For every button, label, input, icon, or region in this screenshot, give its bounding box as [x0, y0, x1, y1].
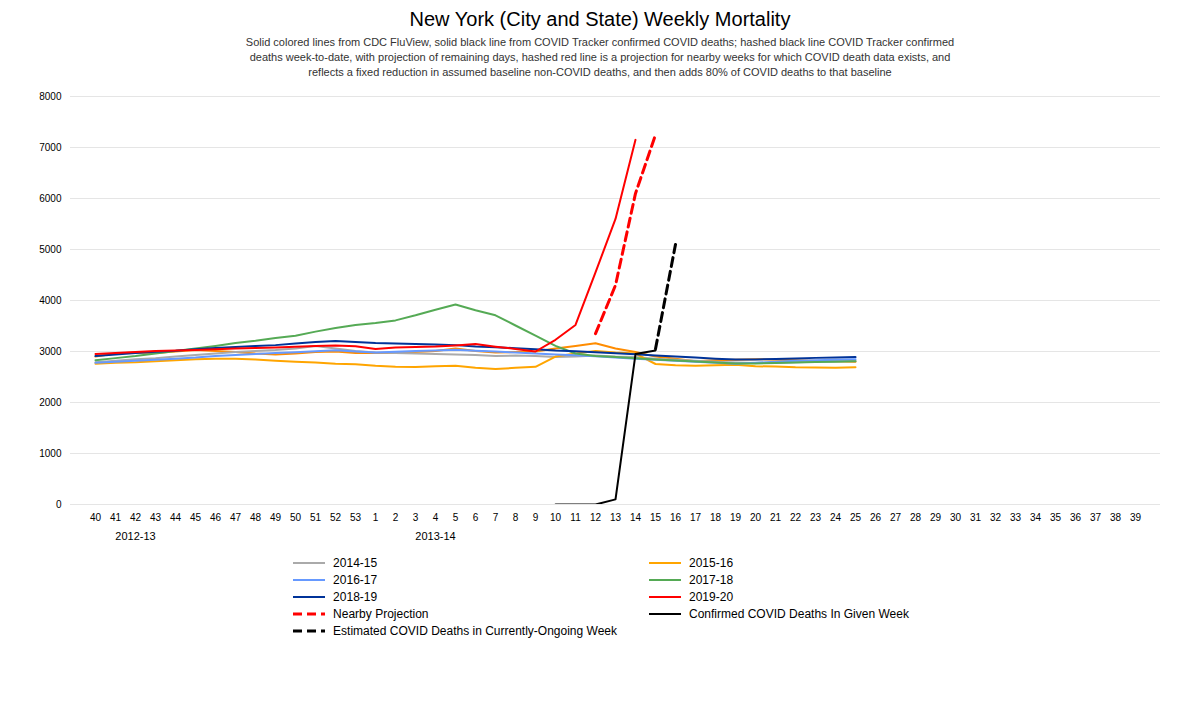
svg-text:23: 23: [810, 511, 822, 522]
svg-text:2012-13: 2012-13: [115, 530, 155, 542]
svg-text:30: 30: [950, 511, 962, 522]
svg-text:7: 7: [493, 511, 499, 522]
svg-text:50: 50: [290, 511, 302, 522]
html-text:Confirmed COVID Deaths In Give: Confirmed COVID Deaths In Given Week: [689, 606, 909, 621]
svg-text:6: 6: [473, 511, 479, 522]
svg-text:15: 15: [650, 511, 662, 522]
svg-text:7000: 7000: [39, 141, 62, 152]
svg-text:40: 40: [90, 511, 102, 522]
svg-text:4: 4: [433, 511, 439, 522]
svg-text:3000: 3000: [39, 345, 62, 356]
svg-text:20: 20: [750, 511, 762, 522]
svg-text:1: 1: [373, 511, 379, 522]
svg-text:53: 53: [350, 511, 362, 522]
svg-text:6000: 6000: [39, 192, 62, 203]
svg-text:22: 22: [790, 511, 802, 522]
svg-text:2013-14: 2013-14: [415, 530, 455, 542]
svg-text:21: 21: [770, 511, 782, 522]
html-text:2014-15: 2014-15: [333, 555, 378, 570]
html-text:2016-17: 2016-17: [333, 572, 378, 587]
svg-text:12: 12: [590, 511, 602, 522]
svg-text:49: 49: [270, 511, 282, 522]
svg-text:33: 33: [1010, 511, 1022, 522]
svg-text:2: 2: [393, 511, 399, 522]
svg-text:43: 43: [150, 511, 162, 522]
svg-text:0: 0: [56, 498, 62, 509]
svg-text:25: 25: [850, 511, 862, 522]
svg-text:18: 18: [710, 511, 722, 522]
html-text:Solid colored lines from CDC F: Solid colored lines from CDC FluView, so…: [245, 36, 955, 78]
svg-text:41: 41: [110, 511, 122, 522]
svg-text:5000: 5000: [39, 243, 62, 254]
html-text:2019-20: 2019-20: [689, 589, 734, 604]
svg-text:27: 27: [890, 511, 902, 522]
svg-text:34: 34: [1030, 511, 1042, 522]
svg-text:24: 24: [830, 511, 842, 522]
svg-text:46: 46: [210, 511, 222, 522]
svg-text:16: 16: [670, 511, 682, 522]
svg-text:10: 10: [550, 511, 562, 522]
html-text:2018-19: 2018-19: [333, 589, 378, 604]
svg-text:29: 29: [930, 511, 942, 522]
svg-text:14: 14: [630, 511, 642, 522]
svg-text:3: 3: [413, 511, 419, 522]
svg-text:51: 51: [310, 511, 322, 522]
svg-text:45: 45: [190, 511, 202, 522]
svg-text:47: 47: [230, 511, 242, 522]
svg-text:38: 38: [1110, 511, 1122, 522]
html-text:Estimated COVID Deaths in Curr: Estimated COVID Deaths in Currently-Ongo…: [333, 623, 617, 638]
svg-text:48: 48: [250, 511, 262, 522]
html-text:Nearby Projection: Nearby Projection: [333, 606, 429, 621]
svg-text:28: 28: [910, 511, 922, 522]
svg-text:11: 11: [570, 511, 581, 522]
svg-text:26: 26: [870, 511, 882, 522]
html-text:2015-16: 2015-16: [689, 555, 734, 570]
svg-text:31: 31: [970, 511, 982, 522]
svg-text:39: 39: [1130, 511, 1142, 522]
svg-text:8000: 8000: [39, 90, 62, 101]
svg-text:35: 35: [1050, 511, 1062, 522]
svg-text:32: 32: [990, 511, 1002, 522]
html-text:New York (City and State) Week: New York (City and State) Weekly Mortali…: [409, 8, 791, 30]
svg-text:9: 9: [533, 511, 539, 522]
svg-text:2000: 2000: [39, 396, 62, 407]
svg-text:17: 17: [690, 511, 702, 522]
svg-text:36: 36: [1070, 511, 1082, 522]
svg-text:42: 42: [130, 511, 142, 522]
svg-text:37: 37: [1090, 511, 1102, 522]
svg-text:4000: 4000: [39, 294, 62, 305]
svg-text:5: 5: [453, 511, 459, 522]
svg-text:8: 8: [513, 511, 519, 522]
html-text:2017-18: 2017-18: [689, 572, 734, 587]
svg-text:13: 13: [610, 511, 622, 522]
svg-text:19: 19: [730, 511, 742, 522]
svg-text:52: 52: [330, 511, 342, 522]
svg-text:44: 44: [170, 511, 182, 522]
svg-text:1000: 1000: [39, 447, 62, 458]
